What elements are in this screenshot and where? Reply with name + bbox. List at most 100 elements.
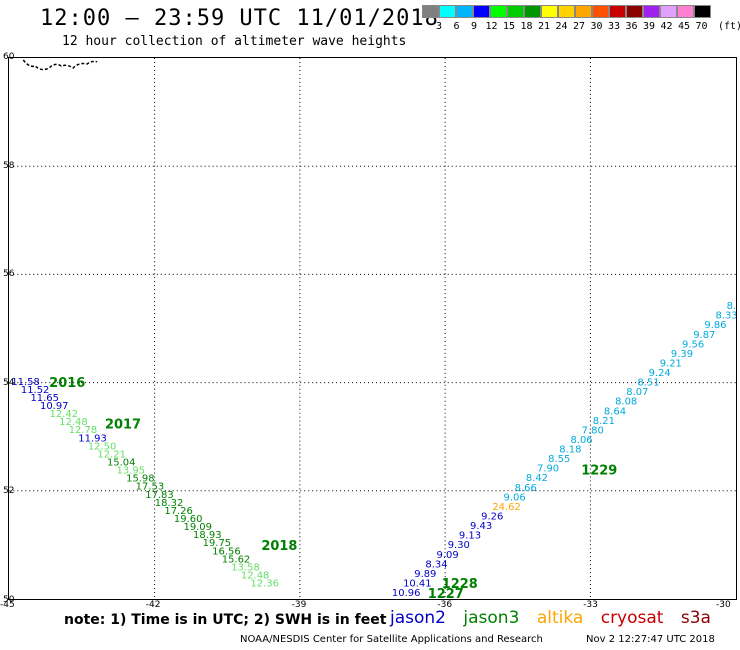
swh-label: 15.98 bbox=[126, 474, 155, 485]
swh-label: 11.52 bbox=[21, 385, 50, 396]
swh-label: 18.93 bbox=[193, 530, 222, 541]
legend-tick: 30 bbox=[590, 21, 603, 32]
legend-tick: 33 bbox=[607, 21, 621, 32]
legend-swatch bbox=[524, 5, 541, 18]
swh-label: 17.26 bbox=[164, 506, 193, 517]
lat-label: 56 bbox=[3, 269, 15, 280]
swh-label: 12.78 bbox=[69, 425, 98, 436]
legend-swatch bbox=[541, 5, 558, 18]
swh-label: 8.51 bbox=[637, 378, 659, 389]
lat-label: 58 bbox=[3, 160, 15, 171]
swh-label: 12.36 bbox=[250, 579, 278, 590]
color-legend bbox=[422, 5, 711, 18]
sat-s3a: s3a bbox=[680, 608, 711, 628]
lon-label: -36 bbox=[437, 600, 453, 610]
swh-label: 9.09 bbox=[437, 550, 459, 561]
swh-label: 8.21 bbox=[593, 416, 615, 427]
swh-label: 13.58 bbox=[231, 562, 259, 573]
legend-swatch bbox=[490, 5, 507, 18]
swh-label: 9.43 bbox=[470, 521, 492, 532]
legend-swatch bbox=[422, 5, 439, 18]
sat-jason2: jason2 bbox=[390, 608, 446, 628]
footer-credit: NOAA/NESDIS Center for Satellite Applica… bbox=[240, 634, 543, 645]
swh-label: 19.75 bbox=[203, 538, 232, 549]
legend-tick: 45 bbox=[677, 21, 691, 32]
swh-label: 15.62 bbox=[222, 554, 251, 565]
swh-label: 9.56 bbox=[682, 339, 704, 350]
legend-tick: 6 bbox=[453, 21, 460, 32]
right-track: 10.9610.419.898.349.099.309.139.439.2624… bbox=[392, 301, 737, 600]
swh-label: 8.66 bbox=[515, 483, 537, 494]
legend-swatch bbox=[626, 5, 643, 18]
swh-label: 9.26 bbox=[481, 511, 503, 522]
swh-label: 7.80 bbox=[582, 425, 604, 436]
swh-label: 13.95 bbox=[117, 466, 145, 477]
lon-label: -39 bbox=[291, 600, 307, 610]
swh-label: 9.30 bbox=[448, 540, 470, 551]
swh-label: 19.60 bbox=[174, 514, 203, 525]
legend-swatch bbox=[660, 5, 677, 18]
legend-swatch bbox=[439, 5, 456, 18]
lat-label: 52 bbox=[3, 486, 15, 497]
legend-swatch bbox=[609, 5, 626, 18]
pass-label: 2017 bbox=[105, 418, 141, 433]
swh-label: 9.24 bbox=[649, 368, 671, 379]
coastline bbox=[22, 59, 98, 71]
left-track: 11.5811.5211.6510.9712.4212.4812.7811.93… bbox=[11, 376, 297, 590]
swh-label: 12.48 bbox=[241, 570, 270, 581]
swh-label: 17.53 bbox=[136, 482, 165, 493]
swh-label: 8.55 bbox=[548, 454, 570, 465]
satellite-legend: jason2 jason3 altika cryosat s3a bbox=[390, 608, 723, 628]
legend-tick: 18 bbox=[520, 21, 533, 32]
legend-tick: 24 bbox=[555, 21, 568, 32]
swh-label: 8.07 bbox=[626, 387, 648, 398]
swh-label: 8.06 bbox=[570, 435, 592, 446]
swh-label: 10.97 bbox=[40, 401, 69, 412]
pass-label: 2018 bbox=[261, 539, 297, 554]
legend-tick: 36 bbox=[625, 21, 638, 32]
lon-label: -30 bbox=[716, 600, 731, 610]
swh-label: 9.86 bbox=[704, 320, 726, 331]
swh-label: 16.56 bbox=[212, 546, 241, 557]
swh-label: 12.48 bbox=[59, 417, 88, 428]
color-legend-ticks: 3 6 9 12 15 18 21 24 27 30 33 36 39 42 45 70 bbox=[422, 21, 740, 35]
swh-label: 17.83 bbox=[145, 490, 174, 501]
legend-swatch bbox=[643, 5, 660, 18]
swh-label: 10.96 bbox=[392, 588, 421, 599]
map-grid bbox=[9, 58, 736, 599]
legend-tick: 15 bbox=[502, 21, 516, 32]
swh-label: 19.09 bbox=[183, 522, 212, 533]
legend-swatch bbox=[473, 5, 490, 18]
swh-label: 12.42 bbox=[50, 409, 79, 420]
legend-unit: (ft) bbox=[718, 21, 740, 32]
legend-tick: 27 bbox=[572, 21, 586, 32]
swh-label: 8.33 bbox=[716, 311, 737, 322]
legend-tick: 9 bbox=[470, 21, 478, 32]
chart-title: 12:00 — 23:59 UTC 11/01/2018 bbox=[40, 6, 439, 31]
pass-label: 1227 bbox=[428, 587, 464, 600]
legend-swatch bbox=[694, 5, 711, 18]
swh-label: 8. bbox=[727, 301, 737, 312]
legend-swatch bbox=[558, 5, 575, 18]
legend-swatch bbox=[456, 5, 473, 18]
swh-label: 12.21 bbox=[97, 449, 126, 460]
lon-label: -33 bbox=[583, 600, 598, 610]
chart-subtitle: 12 hour collection of altimeter wave hei… bbox=[62, 34, 407, 49]
swh-label: 12.50 bbox=[88, 441, 117, 452]
sat-cryosat: cryosat bbox=[600, 608, 664, 628]
swh-label: 8.64 bbox=[604, 406, 626, 417]
swh-label: 9.89 bbox=[414, 569, 436, 580]
note-text: note: 1) Time is in UTC; 2) SWH is in fe… bbox=[64, 612, 387, 628]
legend-swatch bbox=[677, 5, 694, 18]
lat-label: 60 bbox=[3, 52, 15, 62]
lon-label: -45 bbox=[0, 600, 15, 610]
sat-altika: altika bbox=[536, 608, 584, 628]
pass-label: 2016 bbox=[49, 376, 85, 391]
swh-label: 8.08 bbox=[615, 397, 637, 408]
legend-tick: 21 bbox=[537, 21, 551, 32]
map-panel: 11.5811.5211.6510.9712.4212.4812.7811.93… bbox=[8, 57, 737, 600]
swh-label: 10.41 bbox=[403, 578, 431, 589]
swh-label: 9.87 bbox=[693, 330, 715, 341]
legend-swatch bbox=[575, 5, 592, 18]
legend-tick: 3 bbox=[435, 21, 443, 32]
